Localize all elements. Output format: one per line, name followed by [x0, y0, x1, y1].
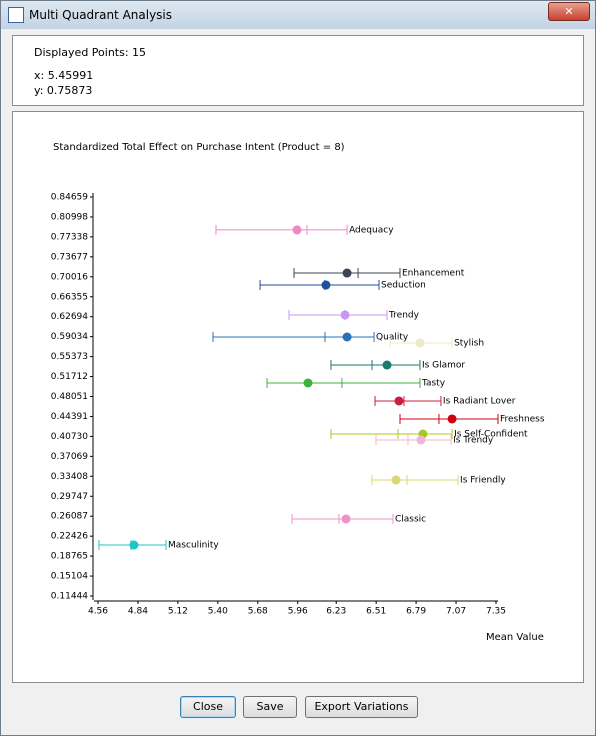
x-tick-label: 6.51 [366, 607, 386, 617]
info-panel: Displayed Points: 15 x: 5.45991 y: 0.758… [12, 35, 584, 106]
save-button[interactable]: Save [243, 696, 297, 718]
app-icon [8, 7, 24, 23]
chart-panel [12, 111, 584, 683]
y-tick-label: 0.48051 [51, 392, 88, 402]
point-label: Seduction [381, 281, 426, 291]
point [394, 396, 404, 406]
point [129, 540, 139, 550]
x-tick-label: 5.96 [288, 607, 308, 617]
point-label: Freshness [500, 414, 545, 424]
x-tick-label: 5.68 [248, 607, 268, 617]
x-tick-label: 6.79 [406, 607, 426, 617]
x-axis-label: Mean Value [486, 632, 544, 643]
point-label: Is Trendy [453, 435, 494, 445]
export-button[interactable]: Export Variations [305, 696, 418, 718]
y-tick-label: 0.73677 [51, 252, 88, 262]
y-tick-label: 0.33408 [51, 472, 88, 482]
window-title: Multi Quadrant Analysis [29, 8, 173, 22]
y-tick-label: 0.70016 [51, 272, 88, 282]
y-tick-label: 0.37069 [51, 452, 88, 462]
x-tick-label: 6.23 [326, 607, 346, 617]
title-bar: Multi Quadrant Analysis ✕ [1, 1, 595, 29]
point [340, 310, 350, 320]
point-label: Is Radiant Lover [443, 396, 516, 406]
y-tick-label: 0.26087 [51, 512, 88, 522]
y-tick-label: 0.66355 [51, 292, 88, 302]
displayed-points: Displayed Points: 15 [34, 46, 147, 59]
y-tick-label: 0.18765 [51, 552, 88, 562]
y-tick-label: 0.62694 [51, 312, 88, 322]
point [292, 225, 302, 235]
point [342, 332, 352, 342]
y-tick-label: 0.29747 [51, 492, 88, 502]
close-button[interactable]: Close [180, 696, 236, 718]
y-tick-label: 0.40730 [51, 432, 88, 442]
point-label: Quality [376, 332, 409, 342]
x-tick-label: 4.56 [88, 607, 108, 617]
x-tick-label: 4.84 [128, 607, 148, 617]
point-label: Adequacy [349, 225, 394, 235]
y-tick-label: 0.84659 [51, 193, 88, 203]
point [342, 268, 352, 278]
y-tick-label: 0.22426 [51, 532, 88, 542]
close-window[interactable]: ✕ [548, 2, 590, 21]
point [416, 435, 426, 445]
y-tick-label: 0.80998 [51, 212, 88, 222]
point-label: Masculinity [168, 541, 219, 551]
point [321, 280, 331, 290]
point [447, 414, 457, 424]
chart-title: Standardized Total Effect on Purchase In… [53, 142, 345, 153]
point [415, 338, 425, 348]
point-label: Classic [395, 514, 426, 524]
x-tick-label: 7.07 [446, 607, 466, 617]
point [391, 475, 401, 485]
point [341, 514, 351, 524]
point-label: Enhancement [402, 269, 465, 279]
cursor-x: x: 5.45991 [34, 69, 94, 82]
y-tick-label: 0.44391 [51, 412, 88, 422]
cursor-y: y: 0.75873 [34, 84, 93, 97]
y-tick-label: 0.59034 [51, 332, 88, 342]
point-label: Is Self-Confident [454, 430, 528, 440]
y-tick-label: 0.77338 [51, 232, 88, 242]
y-tick-label: 0.15104 [51, 572, 88, 582]
point-label: Is Friendly [460, 475, 506, 485]
x-tick-label: 5.12 [168, 607, 188, 617]
y-tick-label: 0.55373 [51, 352, 88, 362]
x-tick-label: 5.40 [208, 607, 228, 617]
point [382, 360, 392, 370]
y-tick-label: 0.51712 [51, 372, 88, 382]
x-tick-label: 7.35 [486, 607, 506, 617]
point-label: Stylish [454, 338, 484, 348]
point-label: Trendy [388, 310, 420, 320]
y-tick-label: 0.11444 [51, 592, 88, 602]
point-label: Is Glamor [422, 361, 465, 371]
point-label: Tasty [421, 378, 446, 388]
point [303, 378, 313, 388]
